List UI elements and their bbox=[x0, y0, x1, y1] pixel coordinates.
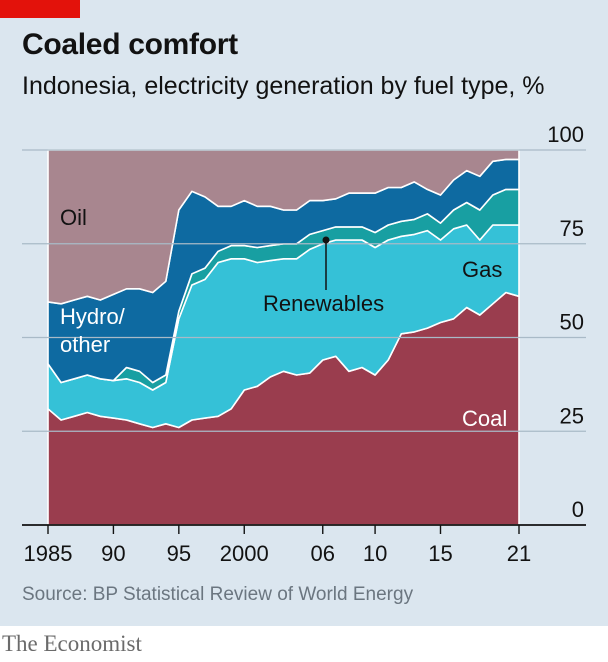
x-tick-label: 10 bbox=[363, 541, 387, 566]
x-tick-label: 21 bbox=[507, 541, 531, 566]
y-tick-label: 25 bbox=[560, 403, 584, 428]
gas-label: Gas bbox=[462, 257, 502, 282]
hydro-label-line1: Hydro/ bbox=[60, 304, 126, 329]
footer-band bbox=[0, 626, 608, 662]
x-tick-label: 90 bbox=[101, 541, 125, 566]
chart-svg: 1985 90 95 2000 06 10 15 21 0 25 50 75 100 Oil Hydr… bbox=[22, 122, 586, 566]
gridlines bbox=[22, 149, 586, 526]
x-tick-label: 06 bbox=[311, 541, 335, 566]
chart-title: Coaled comfort bbox=[22, 28, 238, 61]
x-tick-label: 15 bbox=[428, 541, 452, 566]
y-tick-label: 50 bbox=[560, 310, 584, 335]
source-note: Source: BP Statistical Review of World E… bbox=[22, 584, 414, 605]
renewables-pointer-dot bbox=[322, 236, 330, 244]
hydro-label-line2: other bbox=[60, 332, 110, 357]
x-tick-label: 95 bbox=[167, 541, 191, 566]
x-tick-label: 2000 bbox=[220, 541, 269, 566]
oil-label: Oil bbox=[60, 205, 87, 230]
series-labels: Oil Hydro/ other Renewables Gas Coal bbox=[60, 205, 507, 431]
y-tick-label: 100 bbox=[547, 122, 584, 147]
x-tick-label: 1985 bbox=[24, 541, 73, 566]
y-axis-ticks: 0 25 50 75 100 bbox=[547, 122, 584, 522]
economist-brand: The Economist bbox=[2, 631, 142, 656]
x-axis-ticks: 1985 90 95 2000 06 10 15 21 bbox=[24, 525, 531, 566]
renewables-label: Renewables bbox=[263, 291, 384, 316]
area-layers bbox=[47, 149, 520, 526]
coal-label: Coal bbox=[462, 406, 507, 431]
y-tick-label: 75 bbox=[560, 216, 584, 241]
brand-tag bbox=[0, 0, 80, 18]
chart-subtitle: Indonesia, electricity generation by fue… bbox=[22, 72, 545, 100]
y-tick-label: 0 bbox=[572, 497, 584, 522]
